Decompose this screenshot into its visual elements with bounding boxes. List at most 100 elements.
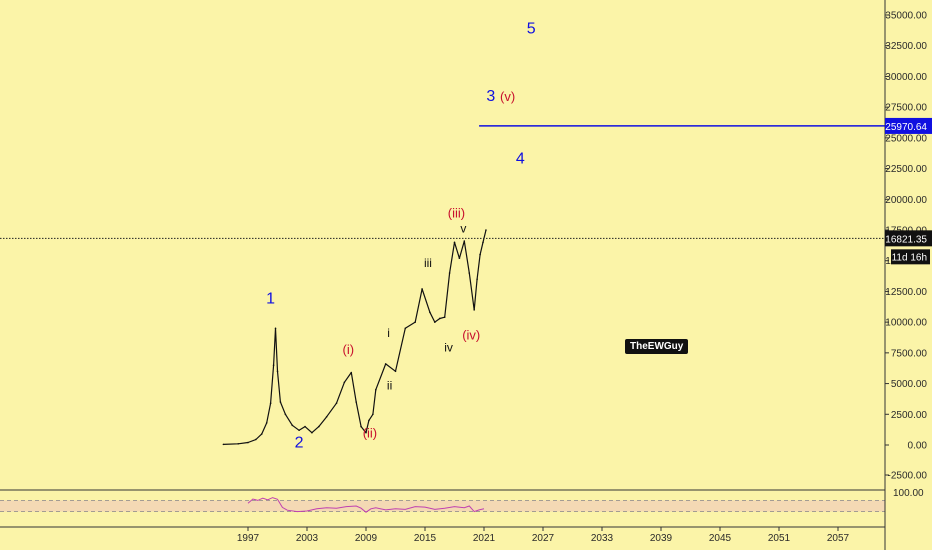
price-point bbox=[404, 327, 407, 330]
x-tick-label: 2003 bbox=[296, 533, 319, 544]
price-point bbox=[479, 253, 481, 256]
price-point bbox=[318, 425, 320, 428]
x-tick-label: 2021 bbox=[473, 533, 496, 544]
price-point bbox=[311, 431, 313, 434]
target-price-label: 25970.64 bbox=[885, 122, 927, 133]
price-point bbox=[421, 288, 423, 290]
price-point bbox=[269, 402, 272, 405]
wave-label-minor: iv bbox=[444, 341, 453, 355]
countdown-label: 11d 16h bbox=[892, 252, 927, 263]
y-tick-label: 12500.00 bbox=[885, 287, 927, 298]
price-point bbox=[485, 229, 487, 231]
target-price-tag bbox=[885, 117, 932, 134]
wave-label-intermediate: (iv) bbox=[462, 327, 480, 342]
price-point bbox=[279, 401, 282, 403]
x-tick-label: 2039 bbox=[650, 533, 673, 544]
x-tick-label: 2027 bbox=[532, 533, 555, 544]
price-point bbox=[458, 257, 461, 260]
x-tick-label: 2051 bbox=[768, 533, 791, 544]
rsi-line bbox=[247, 497, 485, 513]
price-point bbox=[335, 402, 338, 405]
y-tick-label: 35000.00 bbox=[885, 11, 927, 22]
price-point bbox=[384, 363, 387, 365]
x-tick-label: 2015 bbox=[414, 533, 437, 544]
plot-area bbox=[0, 125, 885, 446]
x-tick-label: 2033 bbox=[591, 533, 614, 544]
wave-label-primary: 2 bbox=[295, 434, 304, 451]
price-point bbox=[291, 424, 294, 427]
y-tick-label: 2500.00 bbox=[891, 410, 928, 421]
y-tick-label: 7500.00 bbox=[891, 348, 928, 359]
y-tick-label: 0.00 bbox=[908, 441, 928, 452]
rsi-pane: 100.00 bbox=[0, 488, 924, 513]
price-point bbox=[443, 316, 446, 319]
price-line bbox=[223, 229, 487, 445]
price-point bbox=[360, 425, 362, 428]
price-point bbox=[237, 442, 239, 445]
price-point bbox=[394, 370, 397, 373]
y-tick-label: -2500.00 bbox=[888, 471, 928, 482]
price-point bbox=[276, 370, 279, 373]
price-point bbox=[350, 371, 353, 374]
x-tick-label: 2045 bbox=[709, 533, 732, 544]
price-point bbox=[304, 425, 306, 428]
price-point bbox=[375, 388, 377, 391]
y-tick-label: 20000.00 bbox=[885, 195, 927, 206]
wave-label-intermediate: (v) bbox=[500, 89, 515, 104]
wave-label-primary: 4 bbox=[516, 151, 525, 168]
wave-label-primary: 1 bbox=[266, 291, 275, 308]
wave-label-intermediate: (iii) bbox=[448, 206, 465, 221]
wave-label-primary: 5 bbox=[527, 20, 536, 37]
price-point bbox=[343, 381, 346, 384]
y-tick-label: 30000.00 bbox=[885, 72, 927, 83]
rsi-band bbox=[0, 500, 885, 512]
price-point bbox=[438, 317, 441, 320]
price-point bbox=[448, 272, 451, 274]
price-point bbox=[325, 415, 328, 418]
x-tick-label: 2009 bbox=[355, 533, 378, 544]
wave-label-minor: v bbox=[460, 221, 466, 235]
x-tick-label: 2057 bbox=[827, 533, 850, 544]
wave-label-minor: i bbox=[387, 326, 390, 340]
price-point bbox=[476, 278, 478, 280]
wave-label-intermediate: (i) bbox=[343, 342, 355, 357]
y-tick-label: 25000.00 bbox=[885, 133, 927, 144]
y-tick-label: 22500.00 bbox=[885, 164, 927, 175]
y-tick-label: 10000.00 bbox=[885, 318, 927, 329]
price-point bbox=[429, 311, 431, 314]
x-tick-label: 1997 bbox=[237, 533, 260, 544]
price-point bbox=[222, 443, 225, 446]
price-point bbox=[468, 272, 471, 274]
price-point bbox=[355, 401, 357, 403]
y-tick-label: 5000.00 bbox=[891, 379, 928, 390]
countdown-tag bbox=[891, 249, 930, 265]
price-point bbox=[260, 433, 263, 435]
price-point bbox=[284, 413, 287, 416]
current-price-tag bbox=[885, 230, 932, 247]
current-price-label: 16821.35 bbox=[885, 234, 927, 245]
y-tick-label: 32500.00 bbox=[885, 41, 927, 52]
price-point bbox=[274, 327, 277, 330]
price-point bbox=[265, 422, 268, 424]
price-point bbox=[298, 429, 300, 432]
price-point bbox=[414, 321, 416, 323]
price-point bbox=[482, 241, 484, 244]
rsi-level-label: 100.00 bbox=[893, 488, 924, 499]
y-tick-label: 27500.00 bbox=[885, 103, 927, 114]
price-point bbox=[255, 438, 257, 441]
price-point bbox=[473, 309, 475, 311]
author-watermark: TheEWGuy bbox=[625, 339, 689, 354]
wave-label-primary: 3 bbox=[486, 88, 495, 105]
wave-label-minor: ii bbox=[387, 379, 392, 393]
price-point bbox=[463, 240, 466, 242]
price-point bbox=[434, 321, 436, 323]
price-point bbox=[368, 419, 370, 422]
price-point bbox=[453, 241, 456, 244]
wave-label-intermediate: (ii) bbox=[363, 426, 377, 441]
price-point bbox=[247, 441, 249, 444]
price-point bbox=[372, 413, 374, 416]
price-point bbox=[272, 364, 275, 366]
